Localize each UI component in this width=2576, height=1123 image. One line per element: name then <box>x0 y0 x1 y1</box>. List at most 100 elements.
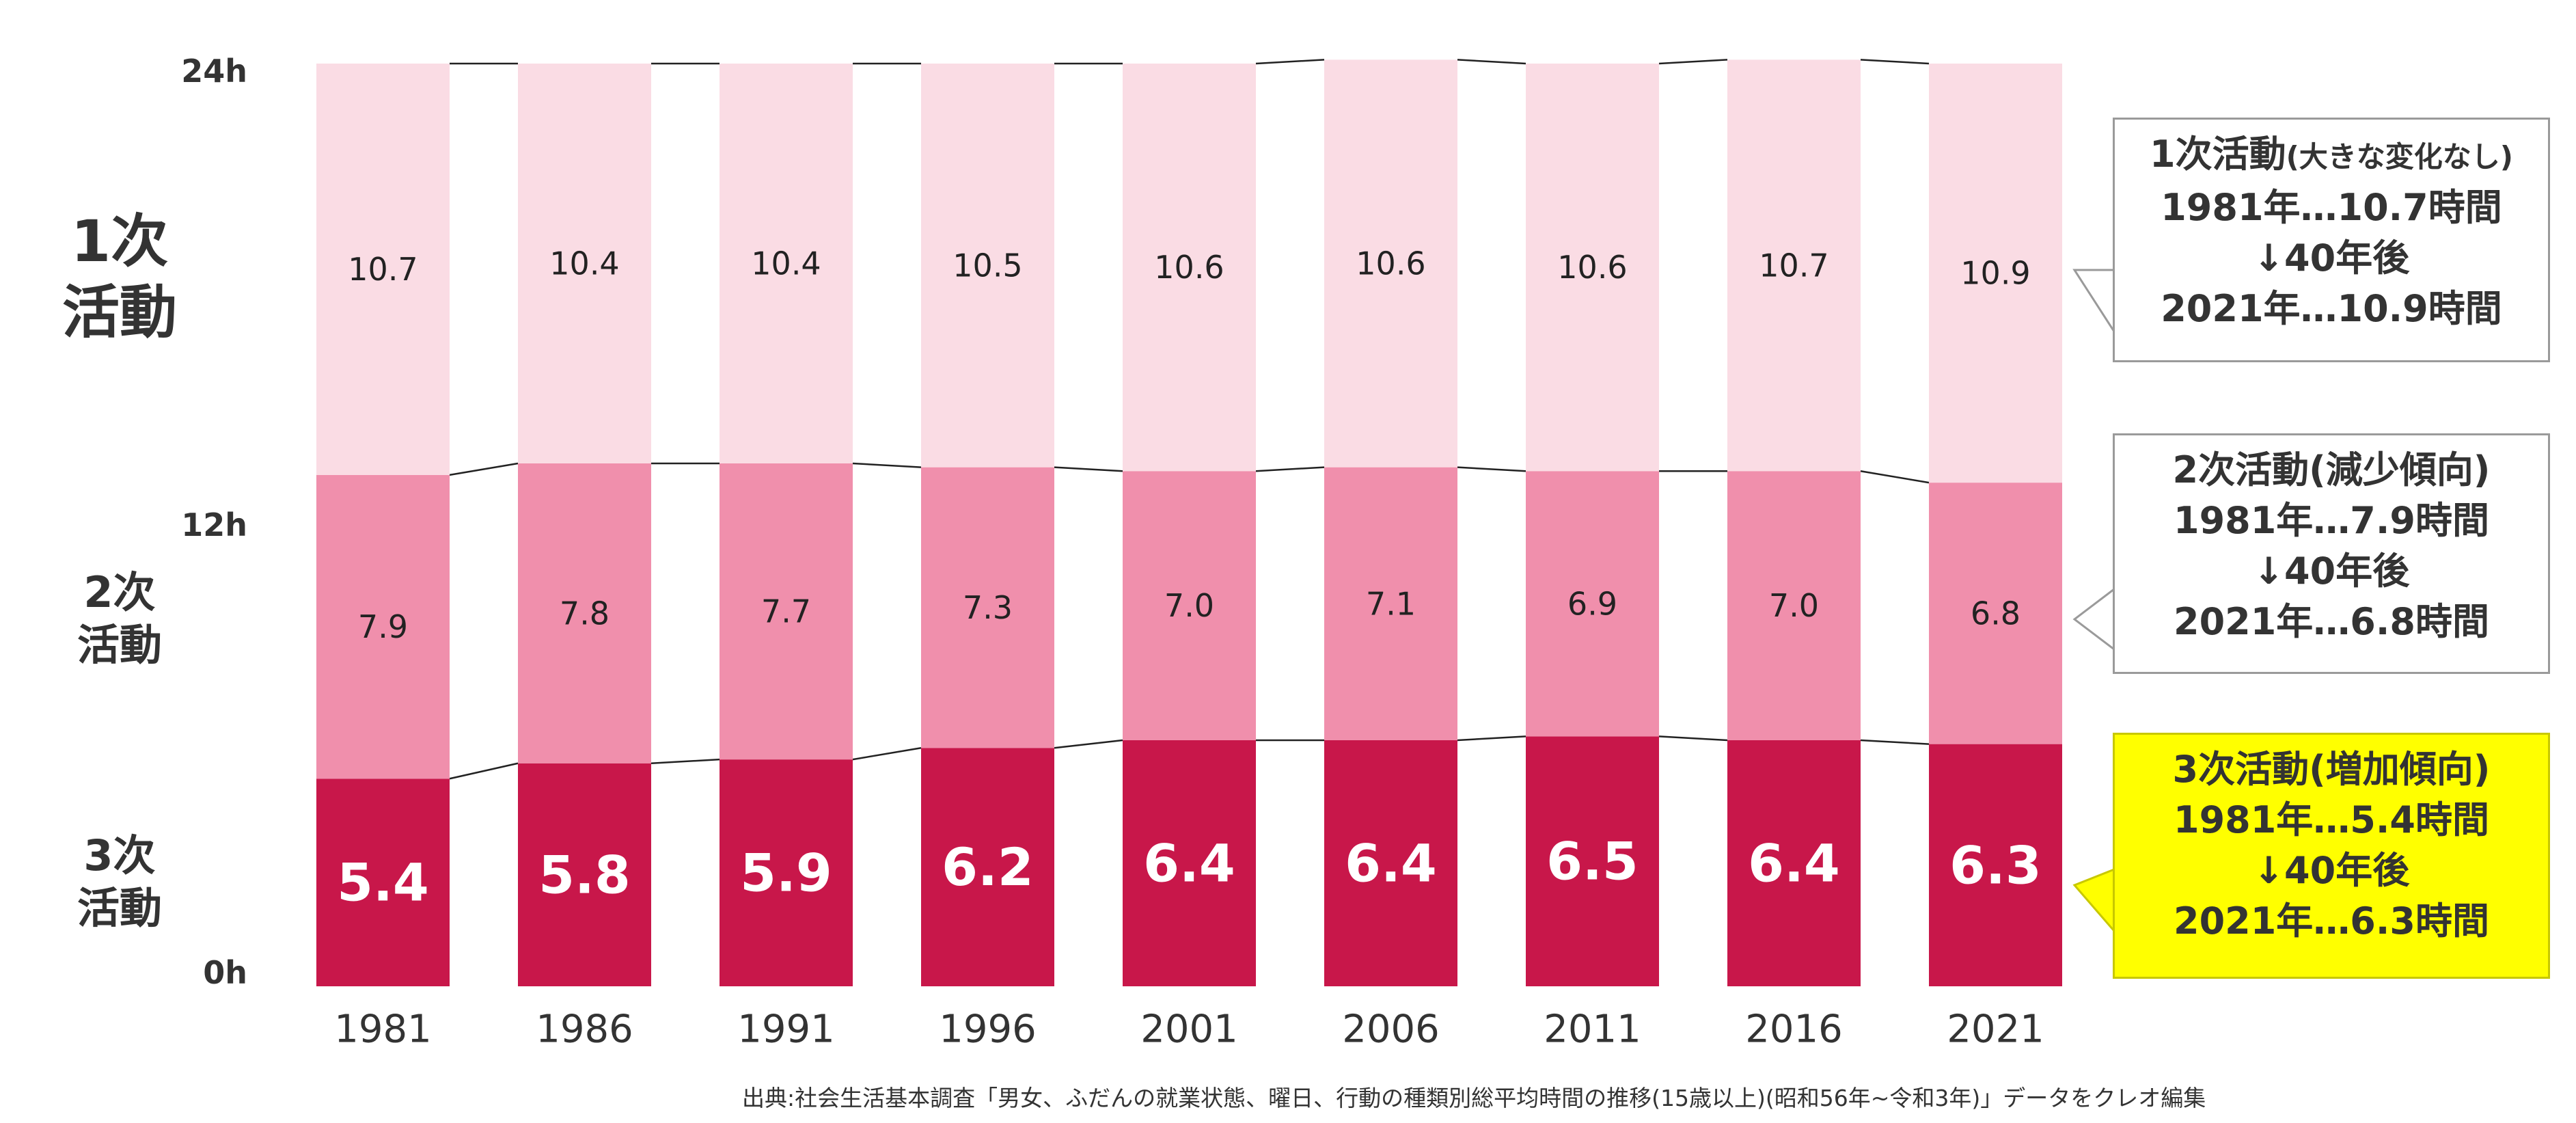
bar-segment <box>720 64 853 463</box>
connector-line <box>1860 470 1930 484</box>
data-label: 6.5 <box>1546 831 1639 892</box>
connector-line <box>1054 466 1123 472</box>
connector-line <box>1457 735 1526 742</box>
bar-segment <box>1324 740 1457 986</box>
connector-line <box>1658 735 1728 742</box>
data-label: 7.7 <box>761 593 811 630</box>
bar-segment <box>1727 740 1861 986</box>
connector-line <box>1457 59 1526 65</box>
data-label: 6.2 <box>942 837 1034 897</box>
note-title: 3次活動(増加傾向) <box>2172 748 2491 791</box>
note-line-arrow: ↓40年後 <box>2253 236 2410 280</box>
connector-line <box>1658 59 1728 65</box>
data-label: 10.4 <box>751 245 821 282</box>
data-label: 10.5 <box>953 247 1022 284</box>
bar-segment <box>921 467 1054 748</box>
connector-line <box>1255 59 1325 65</box>
connector-line <box>449 462 519 476</box>
connector-line <box>449 762 519 780</box>
series-label: 活動 <box>62 279 177 346</box>
bar-segment <box>518 64 651 463</box>
bar-segment <box>720 463 853 760</box>
bar-segment <box>1727 59 1861 472</box>
bar-segment <box>1123 64 1256 472</box>
data-label: 10.7 <box>348 251 417 288</box>
data-label: 7.1 <box>1366 585 1416 622</box>
x-tick-label: 2011 <box>1544 1007 1641 1052</box>
x-tick-label: 2016 <box>1745 1007 1843 1052</box>
bar-segment <box>1727 471 1861 740</box>
data-label: 10.4 <box>549 245 619 282</box>
bar-segment <box>1324 59 1457 468</box>
data-label: 6.8 <box>1971 595 2020 632</box>
x-tick-label: 2006 <box>1342 1007 1440 1052</box>
connector-line <box>1255 466 1325 472</box>
callout-pointer <box>2072 867 2115 934</box>
note-line-arrow: ↓40年後 <box>2253 849 2410 892</box>
y-tick-label: 12h <box>181 506 247 543</box>
connector-line <box>1457 466 1526 472</box>
data-label: 10.9 <box>1960 255 2030 292</box>
connector-line <box>1054 739 1123 749</box>
x-tick-label: 1981 <box>334 1007 432 1052</box>
note-primary-activity: 1次活動(大きな変化なし) 1981年…10.7時間 ↓40年後 2021年…1… <box>2113 118 2550 362</box>
bar-segment <box>1324 467 1457 740</box>
x-tick-label: 1996 <box>939 1007 1037 1052</box>
series-label: 活動 <box>77 620 162 670</box>
note-line-1981: 1981年…7.9時間 <box>2174 499 2489 542</box>
y-tick-label: 24h <box>181 53 247 90</box>
data-label: 6.4 <box>1748 833 1840 894</box>
bar-segment <box>1526 471 1659 737</box>
data-label: 10.6 <box>1356 245 1425 282</box>
series-label: 2次 <box>83 567 155 617</box>
data-label: 10.6 <box>1557 249 1627 286</box>
note-line-2021: 2021年…10.9時間 <box>2161 287 2502 330</box>
note-tertiary-activity: 3次活動(増加傾向) 1981年…5.4時間 ↓40年後 2021年…6.3時間 <box>2113 733 2550 979</box>
data-label: 10.6 <box>1154 249 1224 286</box>
note-line-2021: 2021年…6.8時間 <box>2174 600 2489 643</box>
x-tick-label: 2021 <box>1947 1007 2044 1052</box>
bar-segment <box>921 748 1054 986</box>
series-label: 1次 <box>71 208 168 275</box>
note-line-2021: 2021年…6.3時間 <box>2174 899 2489 943</box>
connector-line <box>1860 59 1930 65</box>
data-label: 7.3 <box>963 589 1013 626</box>
note-title: 2次活動(減少傾向) <box>2172 448 2491 491</box>
data-label: 6.4 <box>1143 833 1235 894</box>
bar-segment <box>720 759 853 986</box>
bar-segment <box>518 463 651 763</box>
x-tick-label: 1986 <box>536 1007 633 1052</box>
x-tick-label: 2001 <box>1140 1007 1238 1052</box>
x-tick-label: 1991 <box>737 1007 835 1052</box>
note-secondary-activity: 2次活動(減少傾向) 1981年…7.9時間 ↓40年後 2021年…6.8時間 <box>2113 433 2550 674</box>
bar-segment <box>316 474 450 779</box>
bar-segment <box>1123 471 1256 740</box>
note-line-arrow: ↓40年後 <box>2253 550 2410 593</box>
connector-line <box>852 747 922 761</box>
bar-segment <box>518 763 651 986</box>
bar-segment <box>1526 64 1659 472</box>
callout-pointer <box>2072 586 2115 652</box>
bar-segment <box>1929 744 2062 986</box>
bar-segment <box>921 64 1054 468</box>
note-line-1981: 1981年…5.4時間 <box>2174 798 2489 841</box>
callout-pointer <box>2072 269 2115 336</box>
connector-line <box>650 758 720 764</box>
data-label: 5.9 <box>740 843 832 904</box>
connector-line <box>1860 739 1930 745</box>
bar-segment <box>1526 736 1659 986</box>
data-label: 7.0 <box>1769 587 1819 624</box>
data-label: 6.9 <box>1567 585 1617 622</box>
bar-segment <box>316 64 450 475</box>
bar-segment <box>1929 483 2062 744</box>
series-label: 3次 <box>83 830 155 880</box>
data-label: 5.8 <box>538 844 631 905</box>
data-label: 6.3 <box>1949 835 2042 895</box>
connector-line <box>852 462 922 468</box>
series-label: 活動 <box>77 883 162 933</box>
data-label: 7.8 <box>560 595 609 632</box>
note-line-1981: 1981年…10.7時間 <box>2161 186 2502 229</box>
bar-segment <box>1929 64 2062 483</box>
data-label: 7.0 <box>1164 587 1214 624</box>
